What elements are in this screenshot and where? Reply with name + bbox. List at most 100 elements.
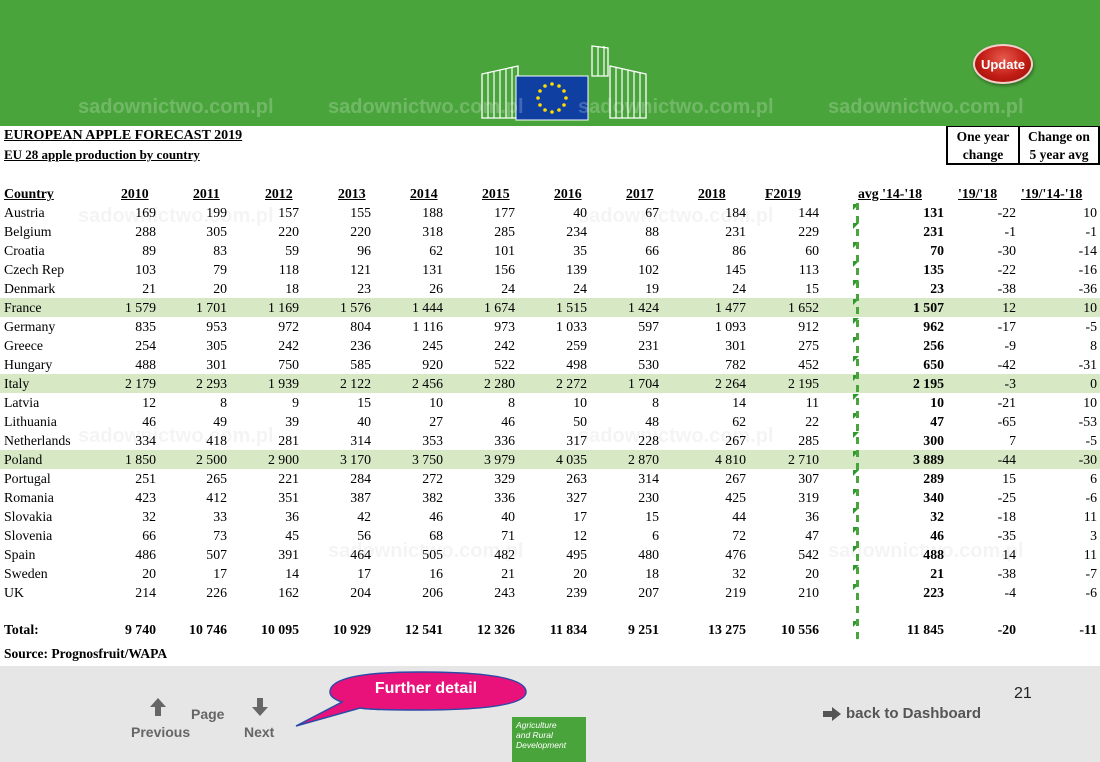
production-value: 2 900 bbox=[267, 452, 299, 467]
change-vs-average: -1 bbox=[1085, 224, 1098, 239]
one-year-change: 15 bbox=[1002, 471, 1016, 486]
country-name: Italy bbox=[4, 376, 30, 391]
table-row: Belgium 288 305 220 220 318 285 234 88 231 229 231 -… bbox=[0, 222, 1100, 241]
change-vs-average: -6 bbox=[1085, 585, 1098, 600]
production-value: 46 bbox=[501, 414, 515, 429]
production-value: 221 bbox=[278, 471, 299, 486]
one-year-change: -25 bbox=[997, 490, 1016, 505]
production-value: 86 bbox=[732, 243, 746, 258]
country-name: Croatia bbox=[4, 243, 45, 258]
change-vs-average: 11 bbox=[1083, 547, 1097, 562]
production-value: 12 bbox=[573, 528, 587, 543]
production-value: 234 bbox=[566, 224, 587, 239]
five-year-average: 962 bbox=[923, 319, 944, 334]
production-value: 2 456 bbox=[411, 376, 443, 391]
production-value: 259 bbox=[566, 338, 587, 353]
change-vs-average: -36 bbox=[1078, 281, 1097, 296]
apple-production-table: Country 2010 2011 2012 2013 2014 2015 2016 2017 2… bbox=[0, 184, 1100, 639]
five-year-average: 231 bbox=[923, 224, 944, 239]
country-name: Greece bbox=[4, 338, 44, 353]
production-value: 912 bbox=[798, 319, 819, 334]
one-year-change: -22 bbox=[997, 262, 1016, 277]
country-name: Lithuania bbox=[4, 414, 57, 429]
production-value: 507 bbox=[206, 547, 227, 562]
table-row: Czech Rep 103 79 118 121 131 156 139 102 145 113 13… bbox=[0, 260, 1100, 279]
production-value: 2 272 bbox=[555, 376, 587, 391]
update-button[interactable]: Update bbox=[973, 44, 1033, 84]
table-row: Spain 486 507 391 464 505 482 495 480 476 542 488 14… bbox=[0, 545, 1100, 564]
column-header: 2014 bbox=[410, 186, 438, 201]
production-value: 3 170 bbox=[339, 452, 371, 467]
table-row: Romania 423 412 351 387 382 336 327 230 425 319 340… bbox=[0, 488, 1100, 507]
country-name: Poland bbox=[4, 452, 43, 467]
one-year-change: -21 bbox=[997, 395, 1016, 410]
production-value: 1 477 bbox=[714, 300, 746, 315]
production-value: 17 bbox=[213, 566, 227, 581]
arrow-down-icon[interactable] bbox=[251, 697, 269, 717]
production-value: 40 bbox=[357, 414, 371, 429]
five-year-average: 289 bbox=[923, 471, 944, 486]
production-value: 22 bbox=[805, 414, 819, 429]
production-value: 9 bbox=[292, 395, 299, 410]
country-name: Germany bbox=[4, 319, 56, 334]
five-year-average: 11 845 bbox=[906, 622, 944, 637]
production-value: 314 bbox=[638, 471, 659, 486]
production-value: 782 bbox=[725, 357, 746, 372]
production-value: 8 bbox=[508, 395, 515, 410]
production-value: 231 bbox=[638, 338, 659, 353]
country-name: Slovenia bbox=[4, 528, 53, 543]
production-value: 275 bbox=[798, 338, 819, 353]
one-year-change: -4 bbox=[1004, 585, 1017, 600]
production-value: 301 bbox=[206, 357, 227, 372]
next-page-button[interactable]: Next bbox=[244, 724, 275, 740]
one-year-change-header: One year change bbox=[946, 126, 1020, 165]
production-value: 1 444 bbox=[411, 300, 443, 315]
arrow-up-icon[interactable] bbox=[149, 697, 167, 717]
production-value: 1 169 bbox=[267, 300, 299, 315]
one-year-change: 7 bbox=[1009, 433, 1016, 448]
production-value: 36 bbox=[285, 509, 299, 524]
production-value: 47 bbox=[805, 528, 819, 543]
production-value: 9 251 bbox=[627, 622, 659, 637]
change-vs-average: -7 bbox=[1085, 566, 1098, 581]
back-to-dashboard-label: back to Dashboard bbox=[846, 705, 982, 722]
five-year-average: 2 195 bbox=[912, 376, 944, 391]
production-value: 14 bbox=[285, 566, 299, 581]
page-number: 21 bbox=[1014, 685, 1032, 702]
production-value: 88 bbox=[645, 224, 659, 239]
five-year-average: 47 bbox=[930, 414, 944, 429]
one-year-change: -20 bbox=[997, 622, 1016, 637]
further-detail-button[interactable]: Further detail bbox=[374, 680, 478, 697]
production-value: 20 bbox=[213, 281, 227, 296]
column-header: 2010 bbox=[121, 186, 149, 201]
production-value: 32 bbox=[142, 509, 156, 524]
production-value: 425 bbox=[725, 490, 746, 505]
column-header: 2011 bbox=[193, 186, 220, 201]
table-row: France 1 579 1 701 1 169 1 576 1 444 1 674 1 51… bbox=[0, 298, 1100, 317]
previous-page-button[interactable]: Previous bbox=[131, 724, 191, 740]
further-detail-callout-shape bbox=[295, 671, 527, 727]
one-year-change: 14 bbox=[1002, 547, 1016, 562]
country-name: Austria bbox=[4, 205, 45, 220]
production-value: 230 bbox=[638, 490, 659, 505]
production-value: 66 bbox=[142, 528, 156, 543]
page-title: EUROPEAN APPLE FORECAST 2019 bbox=[4, 128, 243, 143]
production-value: 327 bbox=[566, 490, 587, 505]
one-year-change: -9 bbox=[1004, 338, 1017, 353]
production-value: 59 bbox=[285, 243, 299, 258]
production-value: 14 bbox=[732, 395, 746, 410]
production-value: 245 bbox=[422, 338, 443, 353]
one-year-change: -35 bbox=[997, 528, 1016, 543]
change-vs-average: 6 bbox=[1090, 471, 1097, 486]
production-value: 42 bbox=[357, 509, 371, 524]
table-row: Greece 254 305 242 236 245 242 259 231 301 275 256 -… bbox=[0, 336, 1100, 355]
production-value: 263 bbox=[566, 471, 587, 486]
table-row: Austria 169 199 157 155 188 177 40 67 184 144 131 -2… bbox=[0, 203, 1100, 222]
table-row: Lithuania 46 49 39 40 27 46 50 48 62 22 47 -65 -53 bbox=[0, 412, 1100, 431]
production-value: 89 bbox=[142, 243, 156, 258]
back-to-dashboard-link[interactable]: back to Dashboard bbox=[822, 705, 981, 722]
production-value: 11 bbox=[805, 395, 819, 410]
table-row: Italy 2 179 2 293 1 939 2 122 2 456 2 280 2 272… bbox=[0, 374, 1100, 393]
change-vs-average: 10 bbox=[1083, 205, 1097, 220]
production-value: 597 bbox=[638, 319, 659, 334]
